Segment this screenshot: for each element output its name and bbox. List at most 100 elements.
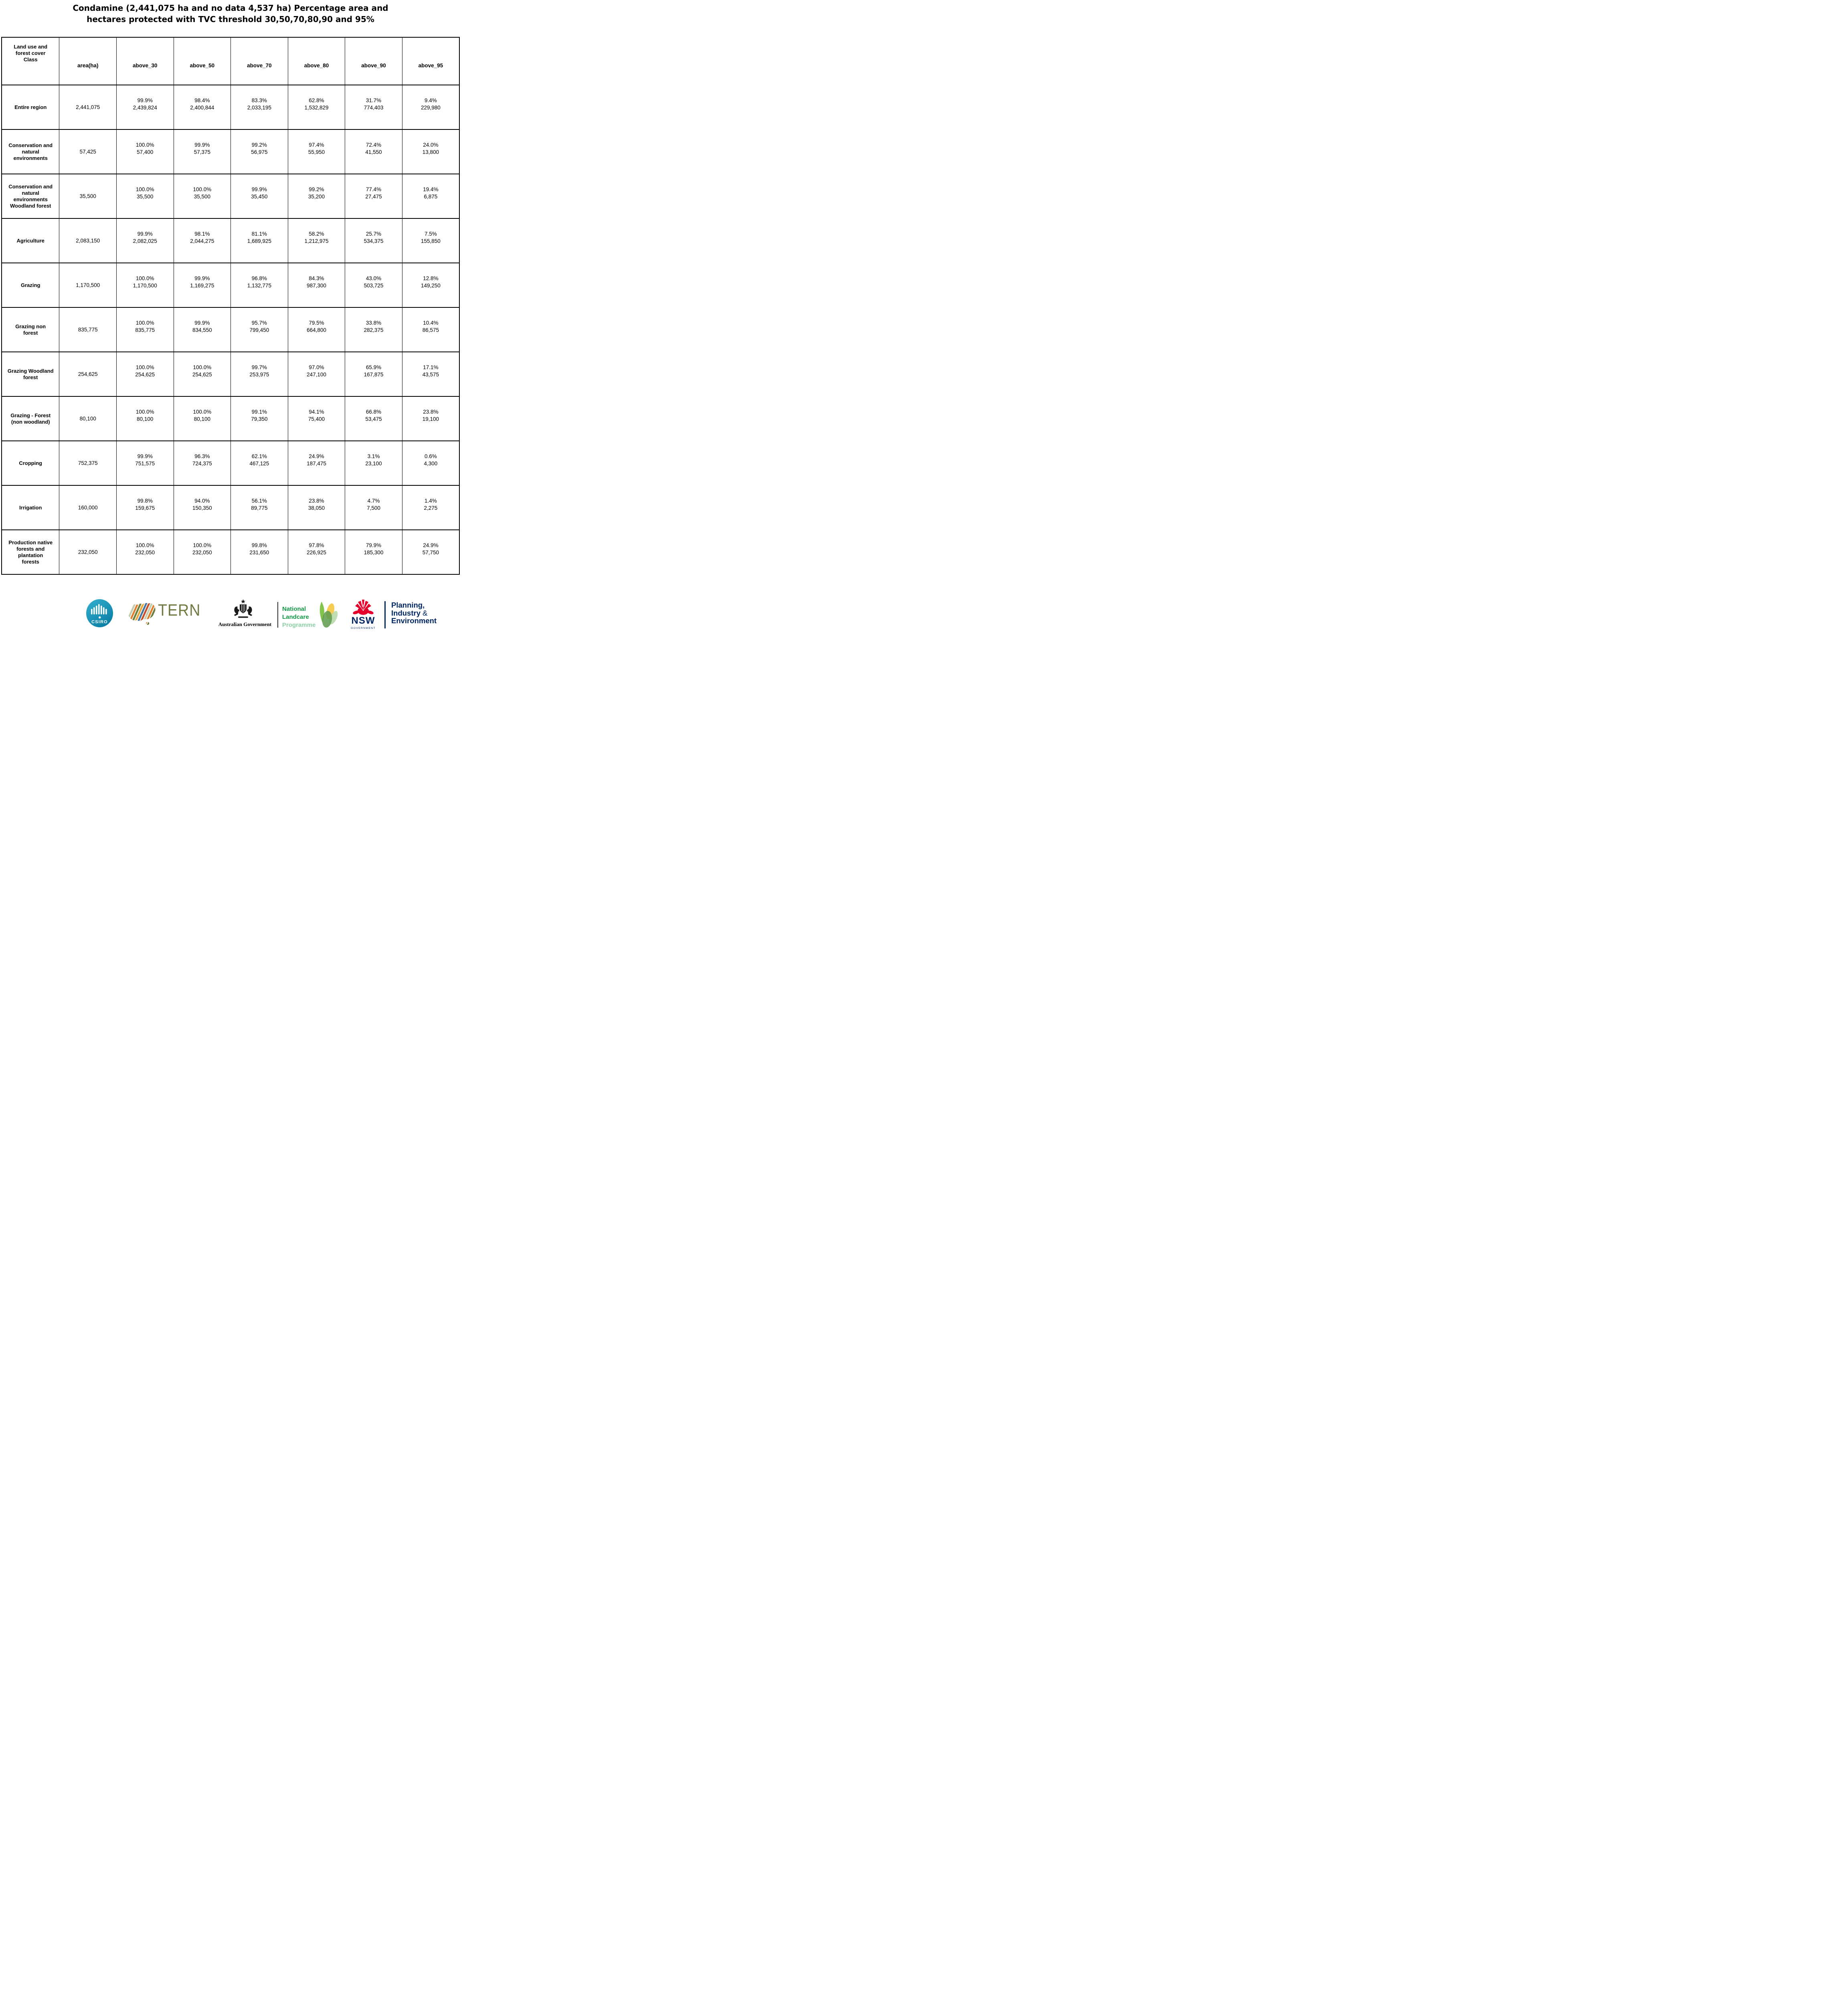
percent-value: 99.2% — [251, 142, 267, 148]
percent-value: 33.8% — [366, 320, 382, 326]
percent-value: 99.9% — [137, 231, 153, 237]
hectares-value: 187,475 — [307, 460, 326, 467]
percent-value: 100.0% — [193, 409, 212, 415]
row-area-cell: 2,441,075 — [59, 85, 117, 130]
hectares-value: 2,033,195 — [247, 104, 271, 111]
hectares-value: 664,800 — [307, 327, 326, 333]
threshold-cell: 99.7% 253,975 — [230, 352, 288, 397]
hectares-value: 835,775 — [135, 327, 155, 333]
percent-value: 3.1% — [367, 453, 380, 459]
percent-value: 99.1% — [251, 409, 267, 415]
hectares-value: 6,875 — [424, 193, 438, 200]
threshold-cell: 9.4% 229,980 — [402, 85, 460, 130]
threshold-cell: 56.1% 89,775 — [230, 485, 288, 530]
planning-line3: Environment — [391, 616, 437, 625]
row-class-label: Grazing — [21, 282, 40, 288]
percent-value: 65.9% — [366, 364, 382, 370]
percent-value: 100.0% — [193, 186, 212, 192]
page-title-line1: Condamine (2,441,075 ha and no data 4,53… — [73, 3, 388, 13]
australian-government-crest-icon — [228, 599, 258, 622]
csiro-logo: CSIRO — [86, 599, 113, 629]
row-area-cell: 254,625 — [59, 352, 117, 397]
hectares-value: 1,212,975 — [304, 238, 329, 244]
threshold-cell: 99.1% 79,350 — [230, 396, 288, 441]
hectares-value: 253,975 — [249, 371, 269, 378]
percent-value: 96.8% — [251, 275, 267, 281]
percent-value: 12.8% — [423, 275, 439, 281]
threshold-cell: 58.2% 1,212,975 — [287, 218, 346, 263]
table-row: Cropping 752,375 99.9% 751,575 96.3% 724,375 6… — [1, 440, 460, 486]
percent-value: 17.1% — [423, 364, 439, 370]
threshold-cell: 100.0% 57,400 — [116, 129, 174, 174]
threshold-cell: 79.5% 664,800 — [287, 307, 346, 352]
row-area-value: 2,441,075 — [76, 104, 100, 110]
hectares-value: 19,100 — [422, 416, 439, 422]
threshold-cell: 99.9% 751,575 — [116, 440, 174, 486]
hectares-value: 254,625 — [135, 371, 155, 378]
threshold-cell: 7.5% 155,850 — [402, 218, 460, 263]
hectares-value: 467,125 — [249, 460, 269, 467]
threshold-cell: 99.9% 2,082,025 — [116, 218, 174, 263]
landcare-leaves-icon — [315, 602, 340, 630]
hectares-value: 1,532,829 — [304, 104, 329, 111]
threshold-cell: 23.8% 19,100 — [402, 396, 460, 441]
row-class-cell: Conservation and natural environments — [1, 129, 60, 174]
page-title: Condamine (2,441,075 ha and no data 4,53… — [0, 0, 461, 25]
percent-value: 24.9% — [309, 453, 324, 459]
threshold-cell: 81.1% 1,689,925 — [230, 218, 288, 263]
threshold-cell: 100.0% 35,500 — [116, 174, 174, 219]
percent-value: 99.8% — [137, 498, 153, 504]
percent-value: 83.3% — [251, 97, 267, 103]
hectares-value: 35,200 — [308, 193, 325, 200]
threshold-cell: 62.1% 467,125 — [230, 440, 288, 486]
hectares-value: 534,375 — [364, 238, 384, 244]
hectares-value: 23,100 — [365, 460, 382, 467]
hectares-value: 53,475 — [365, 416, 382, 422]
percent-value: 100.0% — [135, 409, 154, 415]
hectares-value: 80,100 — [194, 416, 210, 422]
threshold-cell: 97.0% 247,100 — [287, 352, 346, 397]
threshold-cell: 1.4% 2,275 — [402, 485, 460, 530]
percent-value: 19.4% — [423, 186, 439, 192]
hectares-value: 57,750 — [422, 549, 439, 556]
row-class-label: Production native forests and plantation… — [8, 539, 53, 565]
hectares-value: 80,100 — [137, 416, 154, 422]
percent-value: 58.2% — [309, 231, 324, 237]
header-above-80: above_80 — [287, 37, 346, 85]
hectares-value: 89,775 — [251, 505, 268, 511]
threshold-cell: 100.0% 232,050 — [173, 529, 231, 575]
threshold-cell: 100.0% 254,625 — [173, 352, 231, 397]
percent-value: 100.0% — [135, 320, 154, 326]
row-area-cell: 57,425 — [59, 129, 117, 174]
header-above-50: above_50 — [173, 37, 231, 85]
percent-value: 100.0% — [135, 275, 154, 281]
nsw-waratah-icon — [352, 600, 374, 616]
percent-value: 84.3% — [309, 275, 324, 281]
australian-government-label: Australian Government — [218, 621, 272, 627]
threshold-cell: 33.8% 282,375 — [345, 307, 402, 352]
percent-value: 98.1% — [194, 231, 210, 237]
row-class-cell: Grazing Woodland forest — [1, 352, 60, 397]
threshold-cell: 97.8% 226,925 — [287, 529, 346, 575]
threshold-cell: 23.8% 38,050 — [287, 485, 346, 530]
row-area-cell: 835,775 — [59, 307, 117, 352]
row-area-value: 1,170,500 — [76, 282, 100, 288]
row-area-value: 80,100 — [79, 416, 96, 422]
threshold-cell: 79.9% 185,300 — [345, 529, 402, 575]
hectares-value: 75,400 — [308, 416, 325, 422]
row-area-value: 835,775 — [78, 327, 98, 333]
threshold-cell: 99.9% 2,439,824 — [116, 85, 174, 130]
hectares-value: 86,575 — [422, 327, 439, 333]
threshold-cell: 99.2% 56,975 — [230, 129, 288, 174]
hectares-value: 35,500 — [194, 193, 210, 200]
threshold-cell: 99.9% 1,169,275 — [173, 263, 231, 308]
table-row: Grazing non forest 835,775 100.0% 835,775 99… — [1, 307, 460, 352]
landcare-line2: Landcare — [282, 614, 309, 620]
hectares-value: 79,350 — [251, 416, 268, 422]
hectares-value: 2,082,025 — [133, 238, 157, 244]
hectares-value: 2,400,844 — [190, 104, 214, 111]
tern-map-icon — [125, 600, 158, 628]
hectares-value: 232,050 — [192, 549, 212, 556]
percent-value: 97.4% — [309, 142, 324, 148]
percent-value: 25.7% — [366, 231, 382, 237]
